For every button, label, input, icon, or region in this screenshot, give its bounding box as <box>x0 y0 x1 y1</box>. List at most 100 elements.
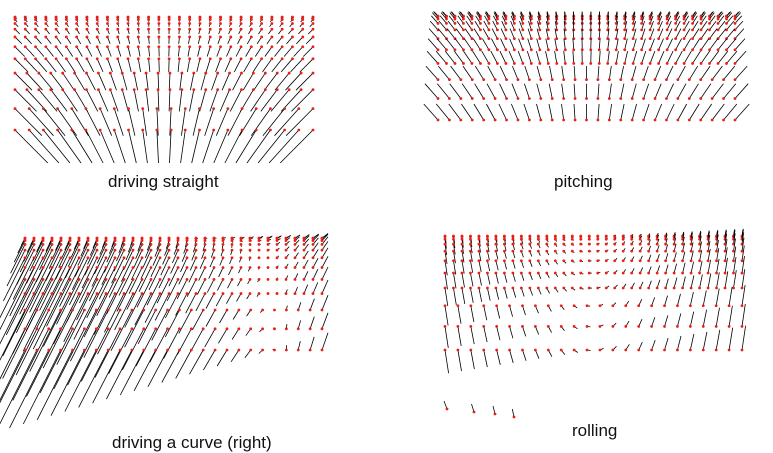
flow-point <box>666 62 669 65</box>
flow-point <box>503 250 506 253</box>
flow-point <box>60 266 63 269</box>
flow-point <box>264 88 267 91</box>
flow-point <box>116 57 119 60</box>
flow-vector <box>244 59 252 72</box>
flow-point <box>459 119 462 122</box>
flow-point <box>650 304 653 307</box>
flow-vector <box>703 332 707 350</box>
flow-point <box>168 22 171 25</box>
flow-point <box>478 259 481 262</box>
flow-vector <box>524 84 529 99</box>
flow-point <box>24 22 27 25</box>
flow-vector <box>486 104 495 120</box>
flow-vector <box>712 84 723 99</box>
flow-vector <box>537 39 540 50</box>
flow-point <box>597 119 600 122</box>
flow-vector <box>701 104 712 120</box>
flow-point <box>624 325 627 328</box>
flow-point <box>312 243 315 246</box>
flow-point <box>562 250 565 253</box>
flow-vector <box>536 51 539 63</box>
flow-point <box>213 266 216 269</box>
flow-point <box>632 28 635 31</box>
flow-vector <box>75 73 85 90</box>
flow-point <box>231 243 234 246</box>
flow-point <box>168 243 171 246</box>
flow-point <box>528 97 531 100</box>
flow-point <box>49 88 52 91</box>
flow-point <box>195 239 198 242</box>
flow-vector <box>491 51 498 63</box>
flow-point <box>496 62 499 65</box>
flow-point <box>147 28 150 31</box>
flow-point <box>60 278 63 281</box>
flow-vector <box>310 337 314 350</box>
flow-point <box>47 309 50 312</box>
flow-point <box>496 22 499 25</box>
flow-point <box>554 287 557 290</box>
flow-point <box>131 349 134 352</box>
flow-point <box>698 259 701 262</box>
flow-point <box>33 266 36 269</box>
flow-vector <box>482 39 489 50</box>
flow-point <box>674 28 677 31</box>
flow-point <box>700 37 703 40</box>
flow-point <box>504 18 507 21</box>
flow-point <box>504 48 507 51</box>
flow-point <box>520 243 523 246</box>
flow-point <box>229 28 232 31</box>
flow-point <box>249 243 252 246</box>
flow-point <box>106 36 109 39</box>
flow-point <box>226 107 229 110</box>
flow-vector <box>574 84 575 99</box>
flow-vector <box>491 39 497 50</box>
flow-vector <box>253 59 262 72</box>
flow-vector <box>207 47 210 57</box>
flow-point <box>75 28 78 31</box>
flow-point <box>188 36 191 39</box>
flow-point <box>572 22 575 25</box>
flow-point <box>204 266 207 269</box>
flow-vector <box>106 350 132 399</box>
flow-point <box>291 57 294 60</box>
flow-vector <box>225 59 231 72</box>
flow-point <box>573 325 576 328</box>
flow-point <box>159 266 162 269</box>
flow-point <box>87 243 90 246</box>
flow-point <box>147 18 150 21</box>
flow-vector <box>425 84 438 99</box>
flow-point <box>478 287 481 290</box>
flow-point <box>35 327 38 330</box>
flow-vector <box>487 261 489 271</box>
flow-point <box>65 22 68 25</box>
flow-point <box>132 266 135 269</box>
flow-point <box>469 287 472 290</box>
flow-vector <box>700 261 703 273</box>
flow-vector <box>621 84 624 99</box>
flow-point <box>105 278 108 281</box>
flow-vector <box>524 104 529 120</box>
flow-vector <box>23 294 52 352</box>
flow-point <box>168 18 171 21</box>
flow-point <box>106 57 109 60</box>
flow-point <box>461 287 464 290</box>
flow-vector <box>275 73 289 90</box>
flow-point <box>579 259 582 262</box>
flow-point <box>437 97 440 100</box>
flow-point <box>14 129 17 132</box>
flow-vector <box>427 51 438 63</box>
flow-point <box>137 45 140 48</box>
flow-point <box>24 36 27 39</box>
flow-point <box>632 22 635 25</box>
flow-point <box>560 304 563 307</box>
flow-vector <box>134 90 138 112</box>
flow-point <box>107 309 110 312</box>
flow-vector <box>122 73 127 90</box>
flow-vector <box>599 51 600 63</box>
flow-point <box>589 48 592 51</box>
flow-point <box>150 249 153 252</box>
flow-point <box>178 18 181 21</box>
flow-point <box>554 243 557 246</box>
flow-point <box>55 57 58 60</box>
flow-point <box>725 18 728 21</box>
